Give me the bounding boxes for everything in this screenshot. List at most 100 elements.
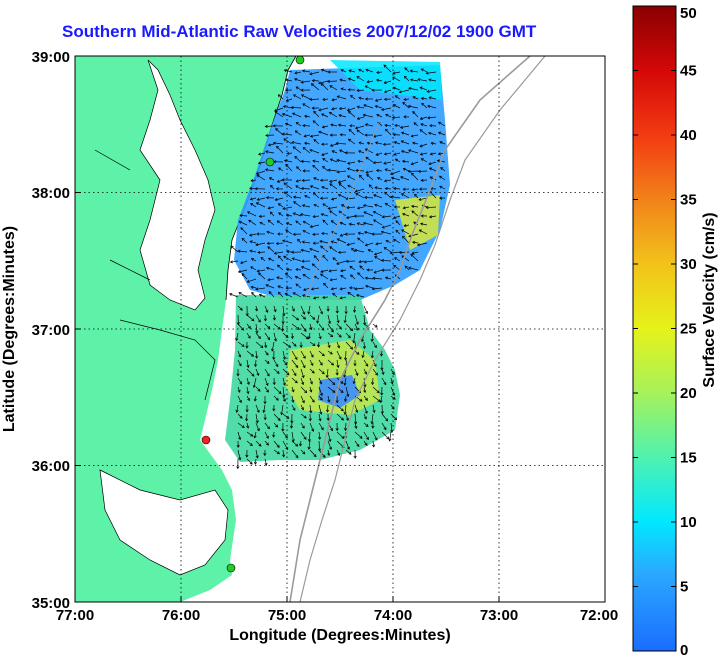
velocity-arrowhead (255, 243, 259, 247)
velocity-arrowhead (236, 444, 240, 448)
velocity-arrowhead (368, 184, 372, 188)
velocity-arrow (345, 386, 349, 397)
velocity-arrow (337, 238, 347, 244)
velocity-arrow (237, 377, 242, 385)
velocity-arrowhead (309, 381, 313, 385)
velocity-arrowhead (263, 453, 267, 457)
velocity-arrow (300, 386, 307, 393)
velocity-arrow (329, 183, 338, 190)
velocity-arrow (394, 257, 401, 262)
velocity-arrowhead (293, 201, 297, 205)
velocity-arrowhead (358, 68, 362, 72)
velocity-arrow (330, 278, 338, 281)
velocity-arrowhead (256, 269, 260, 273)
velocity-arrowhead (346, 206, 350, 210)
velocity-arrowhead (345, 417, 349, 422)
velocity-arrow (255, 341, 264, 348)
bathymetry-contour-1000m (299, 56, 546, 602)
velocity-arrow (417, 242, 428, 246)
velocity-arrowhead (311, 428, 315, 432)
velocity-arrowhead (273, 251, 277, 255)
velocity-arrow (246, 458, 253, 465)
velocity-arrow (345, 323, 353, 331)
velocity-arrow (332, 257, 338, 262)
velocity-field-north (234, 65, 450, 300)
velocity-arrowhead (343, 398, 348, 402)
velocity-arrowhead (338, 210, 342, 214)
velocity-arrow (266, 267, 275, 271)
velocity-arrowhead (419, 144, 423, 148)
velocity-arrowhead (351, 247, 355, 251)
velocity-arrow (344, 377, 347, 386)
velocity-arrow (355, 188, 365, 192)
velocity-arrowhead (265, 309, 269, 313)
velocity-arrow (365, 242, 374, 246)
velocity-arrowhead (245, 418, 249, 422)
velocity-arrowhead (338, 334, 342, 338)
velocity-arrow (312, 160, 320, 163)
velocity-arrowhead (383, 80, 387, 84)
velocity-arrowhead (329, 143, 333, 147)
colorbar-tick-label: 25 (680, 321, 697, 338)
velocity-arrowhead (276, 145, 280, 149)
velocity-arrow (384, 179, 392, 182)
velocity-arrow (264, 305, 268, 313)
velocity-arrowhead (301, 69, 306, 73)
velocity-arrowhead (374, 104, 378, 109)
velocity-arrow (318, 431, 321, 440)
velocity-arrow (300, 359, 306, 368)
velocity-arrowhead (339, 296, 343, 300)
velocity-arrow (237, 395, 242, 403)
velocity-arrowhead (254, 308, 259, 312)
velocity-arrowhead (276, 276, 280, 280)
velocity-arrow (322, 255, 329, 262)
colorbar-label: Surface Velocity (cm/s) (701, 212, 718, 387)
velocity-arrowhead (365, 68, 369, 72)
x-axis-label: Longitude (Degrees:Minutes) (229, 627, 450, 644)
velocity-arrowhead (412, 141, 416, 145)
velocity-arrowhead (241, 327, 245, 331)
velocity-arrowhead (327, 345, 331, 349)
velocity-arrowhead (309, 224, 313, 229)
velocity-arrow (385, 203, 392, 208)
velocity-arrowhead (246, 381, 250, 386)
velocity-arrowhead (291, 389, 295, 393)
velocity-arrow (373, 161, 383, 164)
velocity-arrowhead (356, 351, 360, 355)
velocity-arrow (302, 241, 311, 244)
velocity-arrowhead (292, 292, 296, 296)
velocity-arrow (380, 395, 383, 403)
velocity-arrow (249, 233, 257, 236)
velocity-arrowhead (349, 94, 354, 98)
velocity-arrowhead (322, 203, 326, 207)
velocity-arrow (318, 107, 329, 111)
velocity-arrowhead (330, 123, 334, 127)
velocity-arrowhead (363, 230, 368, 235)
velocity-arrowhead (402, 167, 406, 171)
velocity-arrow (255, 287, 266, 290)
velocity-arrow (363, 386, 366, 393)
velocity-arrow (408, 87, 419, 91)
velocity-arrow (312, 263, 320, 271)
velocity-arrow (438, 132, 446, 136)
velocity-arrow (363, 413, 367, 420)
velocity-arrow (347, 184, 356, 190)
velocity-arrowhead (295, 179, 299, 183)
velocity-arrow (274, 107, 284, 112)
velocity-arrow (301, 266, 311, 271)
velocity-arrow (364, 260, 374, 263)
velocity-arrow (329, 85, 338, 91)
x-tick-label: 76:00 (162, 607, 200, 624)
velocity-arrow (327, 314, 331, 324)
velocity-arrowhead (273, 338, 278, 342)
velocity-arrowhead (319, 362, 323, 366)
velocity-arrowhead (275, 397, 279, 401)
velocity-arrowhead (265, 389, 269, 393)
velocity-arrow (347, 175, 356, 181)
velocity-arrow (291, 323, 300, 330)
velocity-arrowhead (331, 231, 335, 235)
velocity-arrowhead (238, 292, 242, 295)
velocity-arrowhead (370, 355, 374, 359)
velocity-arrowhead (301, 178, 305, 183)
velocity-arrow (327, 377, 335, 385)
